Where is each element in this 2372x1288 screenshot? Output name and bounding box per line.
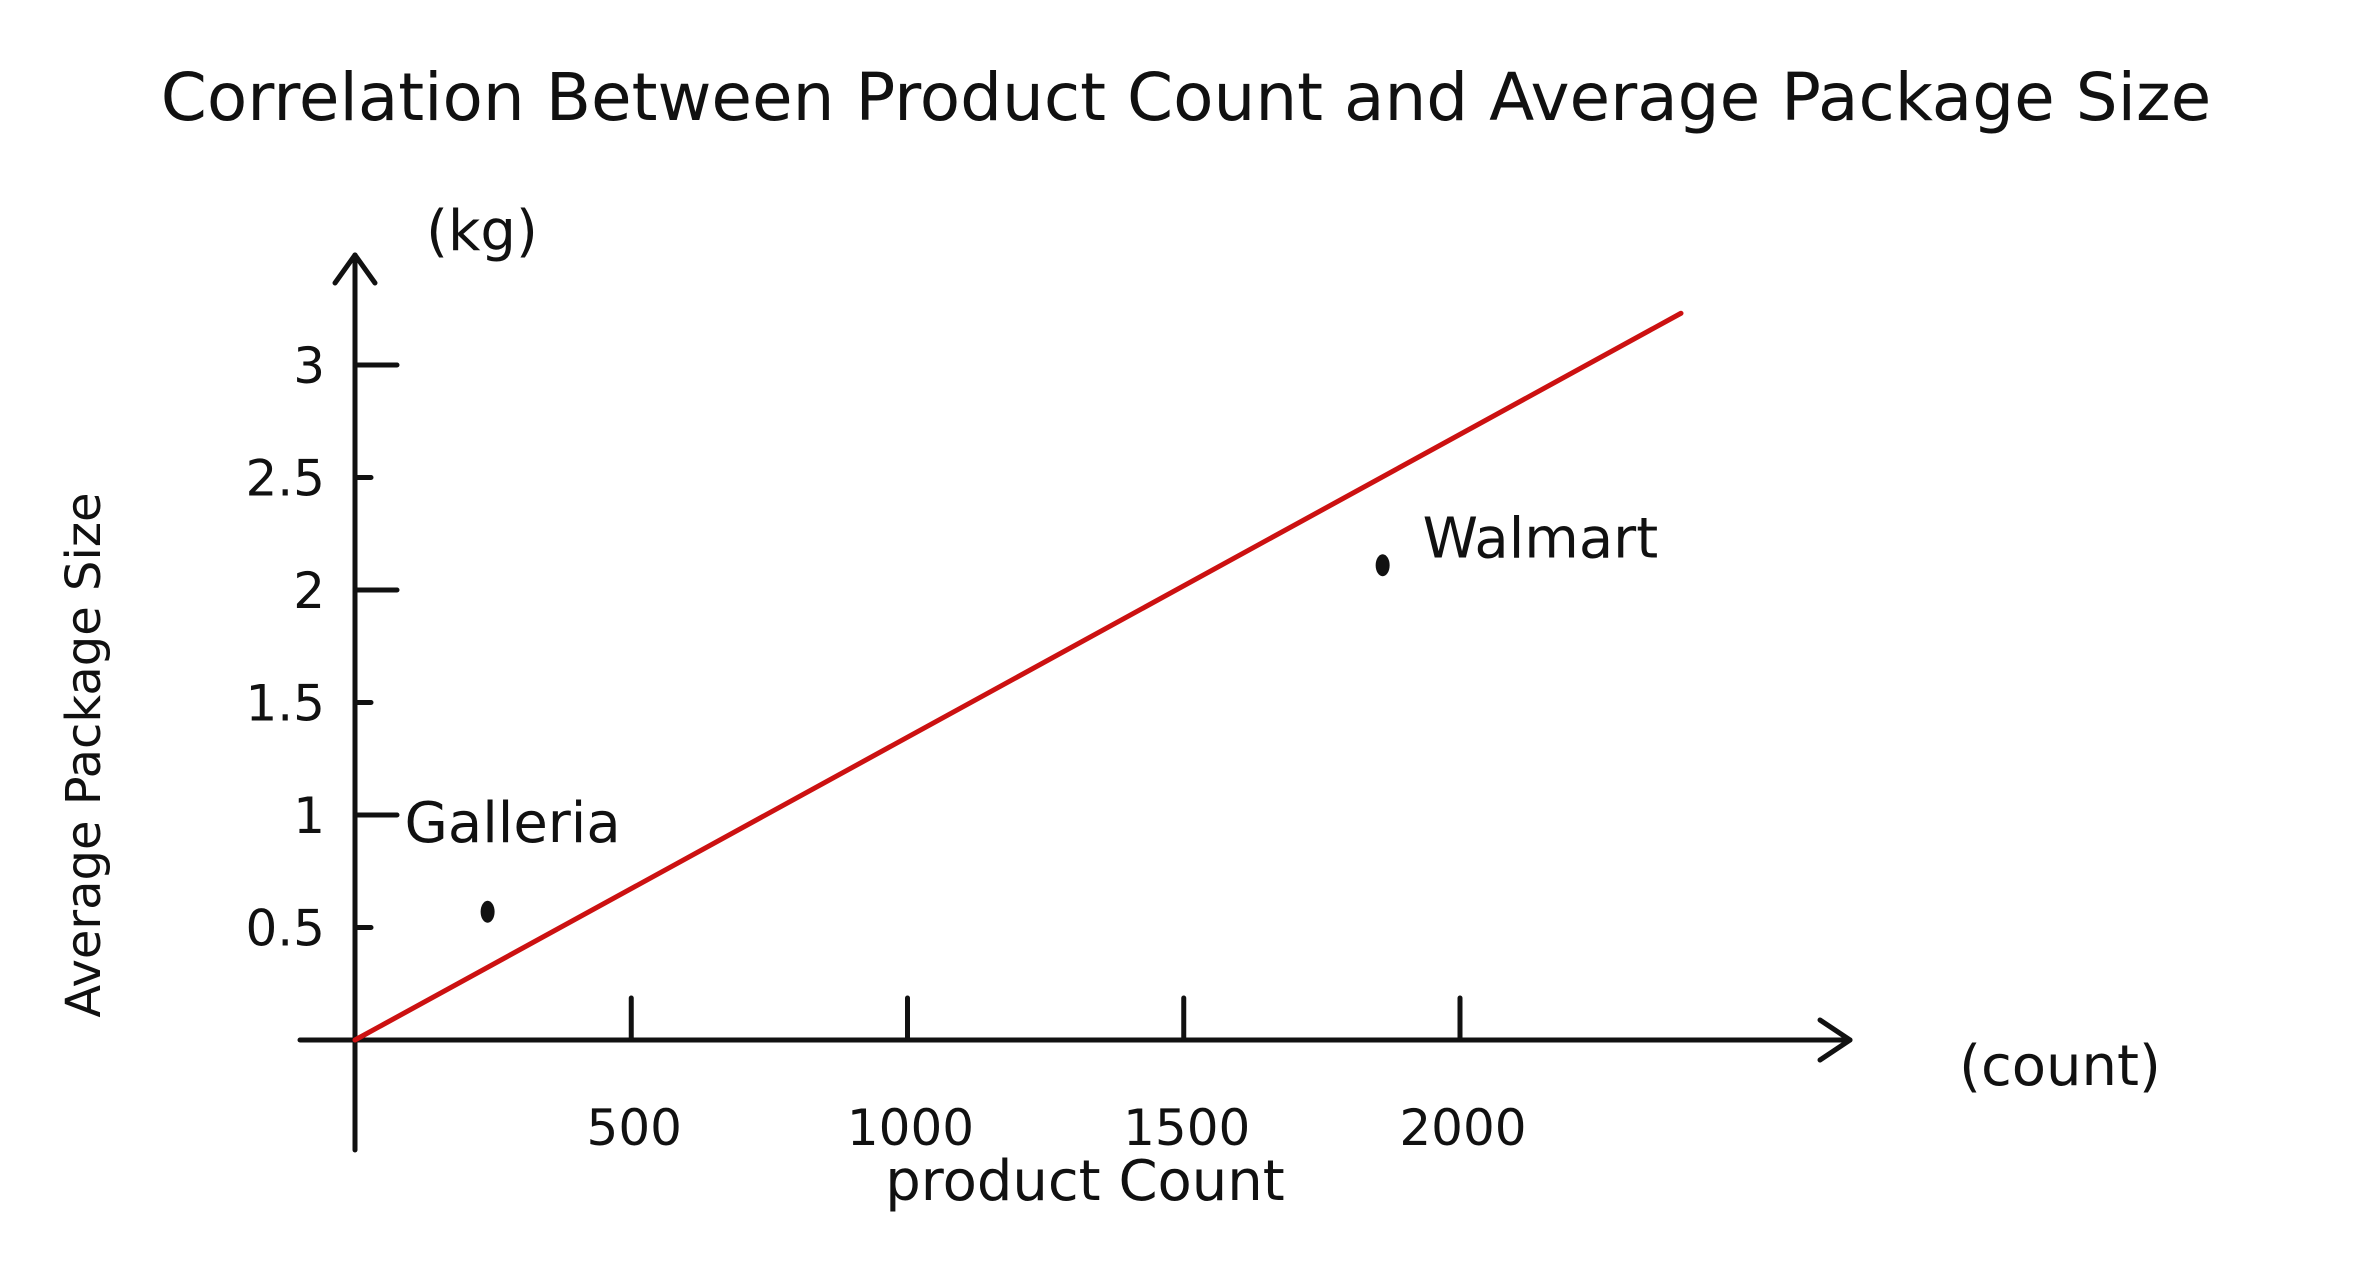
data-point-label: Galleria [405, 791, 621, 856]
marks-layer: Galleria Walmart [352, 310, 1684, 1043]
y-tick-label: 1.5 [245, 675, 325, 733]
y-tick-label: 2.5 [245, 450, 325, 508]
x-axis-unit: (count) [1959, 1034, 2161, 1099]
axes-layer: 500 1000 1500 2000 0.5 1 1.5 2 2.5 3 [245, 252, 1853, 1157]
y-tick-label: 0.5 [245, 900, 325, 958]
y-axis-arrowhead [332, 252, 378, 286]
y-tick-label: 3 [293, 337, 325, 395]
x-tick-label: 2000 [1399, 1099, 1526, 1157]
x-tick-label: 500 [587, 1099, 682, 1157]
x-tick-label: 1500 [1123, 1099, 1250, 1157]
data-point-walmart [1375, 554, 1390, 577]
data-point-galleria [480, 900, 495, 923]
trend-line [352, 310, 1684, 1043]
chart-title: Correlation Between Product Count and Av… [161, 59, 2211, 136]
x-axis-label: product Count [885, 1149, 1285, 1214]
x-axis-arrowhead [1817, 1017, 1853, 1063]
data-point-label: Walmart [1423, 506, 1659, 571]
y-axis-label: Average Package Size [56, 492, 112, 1017]
x-tick-label: 1000 [847, 1099, 974, 1157]
y-tick-label: 1 [293, 787, 325, 845]
y-tick-label: 2 [293, 562, 325, 620]
y-axis-unit: (kg) [426, 199, 538, 264]
